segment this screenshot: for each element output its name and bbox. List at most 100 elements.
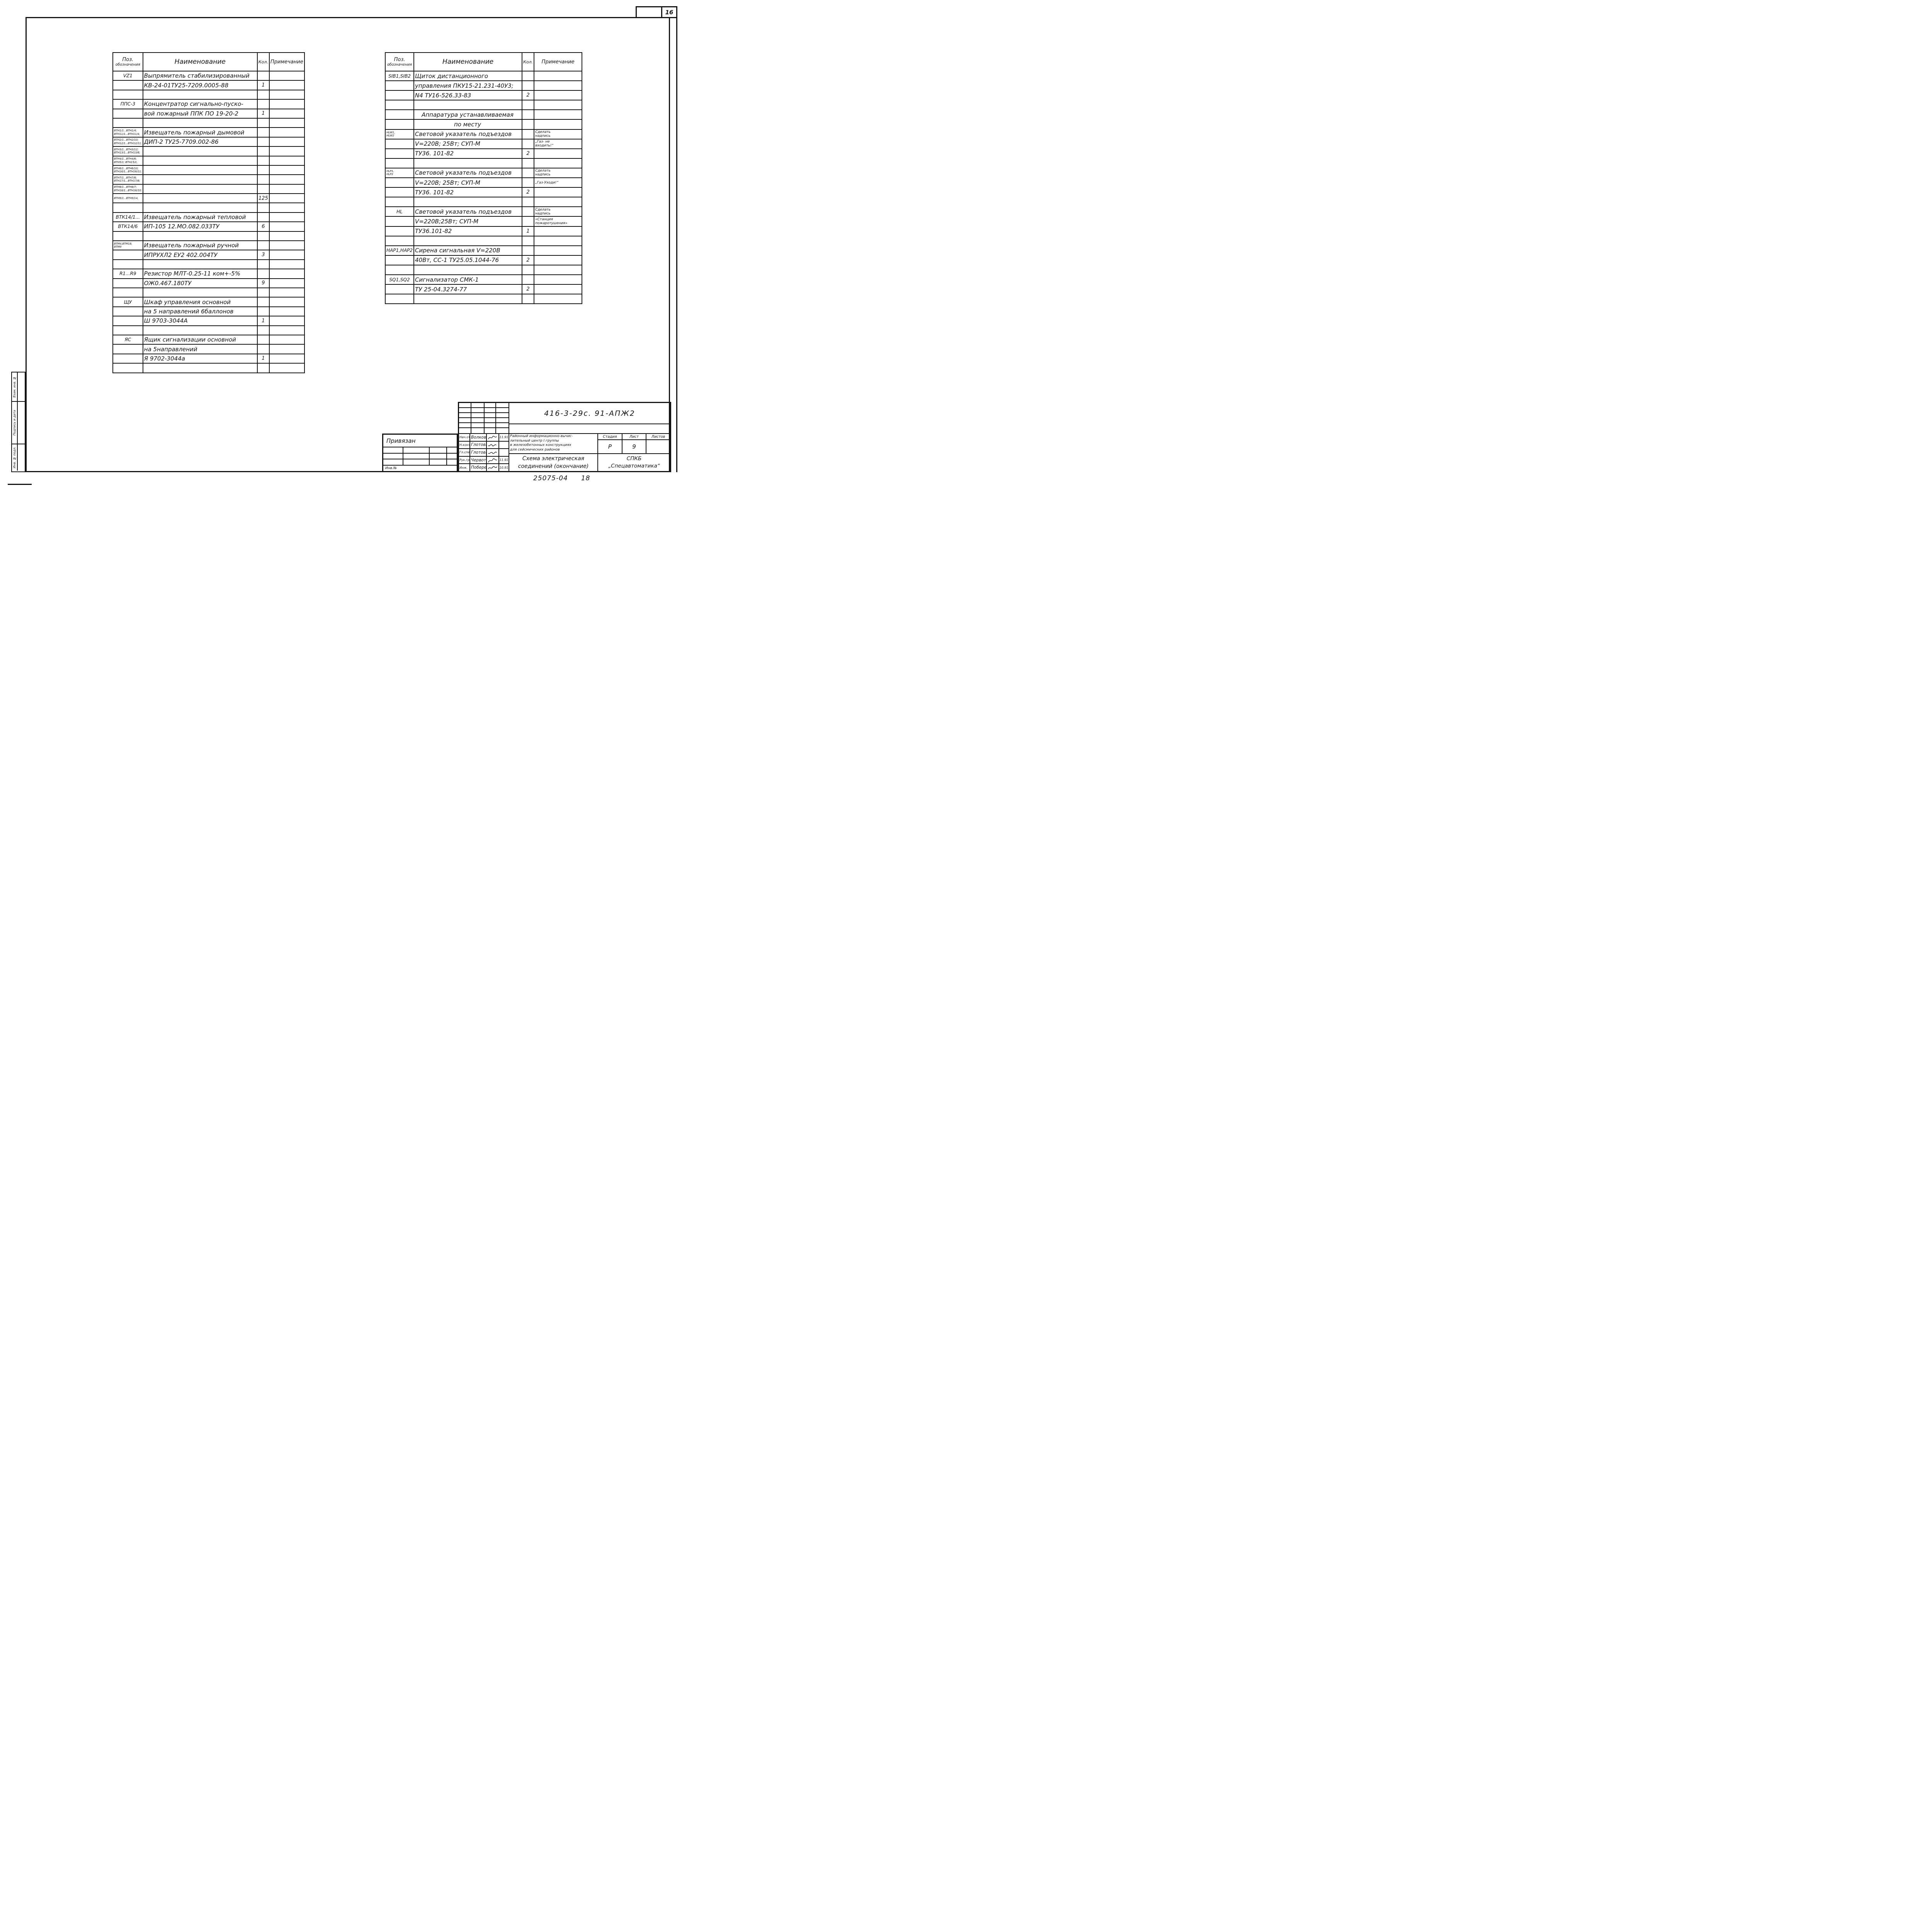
table-row: ТУ36. 101-82 2 — [384, 148, 583, 159]
empty-grid-cell — [471, 428, 485, 433]
table-row: управления ПКУ15-21.231-40У3; — [384, 80, 583, 91]
name-cell: Концентратор сигнально-пуско- — [142, 99, 258, 109]
empty-grid-cell — [485, 403, 496, 408]
cell-line: ВТН6/1...ВТН6/10; — [114, 166, 139, 170]
empty-grid-cell — [459, 428, 471, 433]
signature-row: Н.контр.Глотова — [459, 441, 509, 449]
stamp-cell: Подпись и дата — [12, 402, 25, 444]
cell-line: «Станция — [535, 217, 553, 221]
note-cell — [269, 287, 305, 298]
signature-date: 11.91 — [499, 435, 509, 439]
empty-grid-cell — [383, 453, 403, 460]
signature-name: Побережец — [470, 464, 487, 471]
empty-grid-cell — [471, 403, 485, 408]
cell-line: „Газ- не — [535, 140, 550, 144]
pos-cell — [112, 353, 143, 364]
left-spec-table: Поз. обозначения Наименование Кол. Примечани… — [112, 52, 305, 373]
organization-line: СПКБ — [626, 456, 642, 462]
name-cell — [142, 165, 258, 175]
pos-cell — [112, 278, 143, 289]
pos-cell — [384, 226, 415, 236]
table-row: N4 ТУ16-526.33-83 2 — [384, 90, 583, 101]
cell-line: ВТН13/1...ВТН13/8; — [114, 151, 140, 155]
table-row: SIB1,SIB2 Щиток дистанционного — [384, 70, 583, 82]
stage-sheet-block: Стадия Лист Листов Р 9 — [598, 434, 670, 453]
table-header-row: Поз. обозначения Наименование Кол. Примечани… — [384, 52, 583, 71]
note-cell — [269, 136, 305, 147]
table-row: ВТН4/1...ВТН4/6; ВТН5/1; ВТН15/1, — [112, 155, 305, 166]
stamp-label-cell: Взам. инв. № — [12, 372, 18, 401]
pos-cell — [384, 216, 415, 227]
stamp-label: Подпись и дата — [13, 410, 16, 436]
note-cell — [269, 363, 305, 373]
table-row: Аппаратура устанавливаемая — [384, 109, 583, 120]
qty-cell — [257, 89, 270, 100]
cell-line: ВТН1/1...ВТН1/4; — [114, 128, 137, 132]
table-row: V=220В; 25Вт; СУП-М „Газ- не входить!“ — [384, 138, 583, 149]
name-cell — [142, 325, 258, 335]
qty-cell: 2 — [522, 255, 535, 265]
note-cell — [269, 269, 305, 279]
note-cell — [269, 259, 305, 270]
project-name-line: для сейсмических районов — [510, 447, 560, 452]
drawing-sheet: 16 Поз. обозначения Наименование Кол. Примеч… — [0, 0, 685, 491]
pos-cell — [112, 325, 143, 335]
qty-cell — [522, 100, 535, 111]
sheets-header: Листов — [651, 434, 665, 439]
table-header-row: Поз. обозначения Наименование Кол. Примечани… — [112, 52, 305, 71]
name-cell: 40Вт, СС-1 ТУ25.05.1044-76 — [413, 255, 523, 265]
note-cell — [534, 158, 583, 168]
name-cell: по месту — [413, 119, 523, 130]
table-row: ВТН8/1...ВТН8/7; ВТН18/1...ВТН18/10; — [112, 184, 305, 194]
name-cell: ТУ36. 101-82 — [413, 187, 523, 198]
qty-cell — [522, 129, 535, 139]
name-cell — [413, 235, 523, 246]
cell-line: Сделать — [535, 169, 551, 173]
note-cell — [534, 187, 583, 198]
sheet-title: Схема электрическая соединений (окончани… — [509, 454, 598, 471]
title-block-left: Нач.отд.Волков 11.91 Н.контр.ГлотоваГл.спе… — [459, 403, 509, 471]
signature-mark — [487, 449, 499, 456]
pos-cell — [112, 231, 143, 242]
name-cell — [142, 259, 258, 270]
qty-cell — [257, 325, 270, 335]
pos-cell: ВТМ4,ВТМ18, ВТМ9 — [112, 240, 143, 251]
name-cell — [142, 287, 258, 298]
empty-grid-cell — [496, 418, 509, 423]
pos-cell — [384, 197, 415, 207]
revision-grid — [459, 403, 509, 434]
qty-cell: 2 — [522, 284, 535, 295]
note-cell — [534, 264, 583, 275]
note-cell — [534, 284, 583, 295]
name-cell: Шкаф управления основной — [142, 297, 258, 307]
table-row: ВТН1/1...ВТН1/4; ВТН11/1...ВТН11/4, Извеща… — [112, 127, 305, 138]
table-row: ВТН2/1...ВТН2/10; ВТН12/1...ВТН12/11; ДИП-… — [112, 136, 305, 147]
signature-rows: Нач.отд.Волков 11.91 Н.контр.ГлотоваГл.спе… — [459, 434, 509, 471]
table-row: ВТН9/1...ВТН9/14, 125 — [112, 193, 305, 204]
table-row: ВТМ4,ВТМ18, ВТМ9 Извещатель пожарный ручно… — [112, 240, 305, 251]
table-row: 40Вт, СС-1 ТУ25.05.1044-76 2 — [384, 255, 583, 265]
name-cell: управления ПКУ15-21.231-40У3; — [413, 80, 523, 91]
table-row: на 5 направлений 6баллонов — [112, 306, 305, 317]
table-row: вой пожарный ППК ПО 19-20-2 1 — [112, 108, 305, 119]
signature-role: Рук.гр. — [459, 456, 470, 464]
name-cell — [413, 158, 523, 168]
empty-grid-cell — [485, 428, 496, 433]
note-cell: Сделать надпись — [534, 206, 583, 217]
pos-cell — [384, 264, 415, 275]
pos-cell: ВТН4/1...ВТН4/6; ВТН5/1; ВТН15/1, — [112, 155, 143, 166]
name-cell — [142, 89, 258, 100]
cell-line: „Газ-Уходи!“ — [535, 180, 558, 185]
note-cell — [269, 127, 305, 138]
empty-grid-cell — [496, 408, 509, 413]
name-cell: Сирена сигнальная V=220В — [413, 245, 523, 256]
table-row — [112, 325, 305, 335]
name-cell — [413, 294, 523, 304]
note-cell — [534, 197, 583, 207]
title-block: Нач.отд.Волков 11.91 Н.контр.ГлотоваГл.спе… — [458, 402, 671, 472]
qty-cell — [257, 344, 270, 354]
qty-cell — [522, 274, 535, 285]
empty-grid-cell — [459, 418, 471, 423]
table-row: на 5направлений — [112, 344, 305, 354]
qty-cell: 6 — [257, 221, 270, 232]
